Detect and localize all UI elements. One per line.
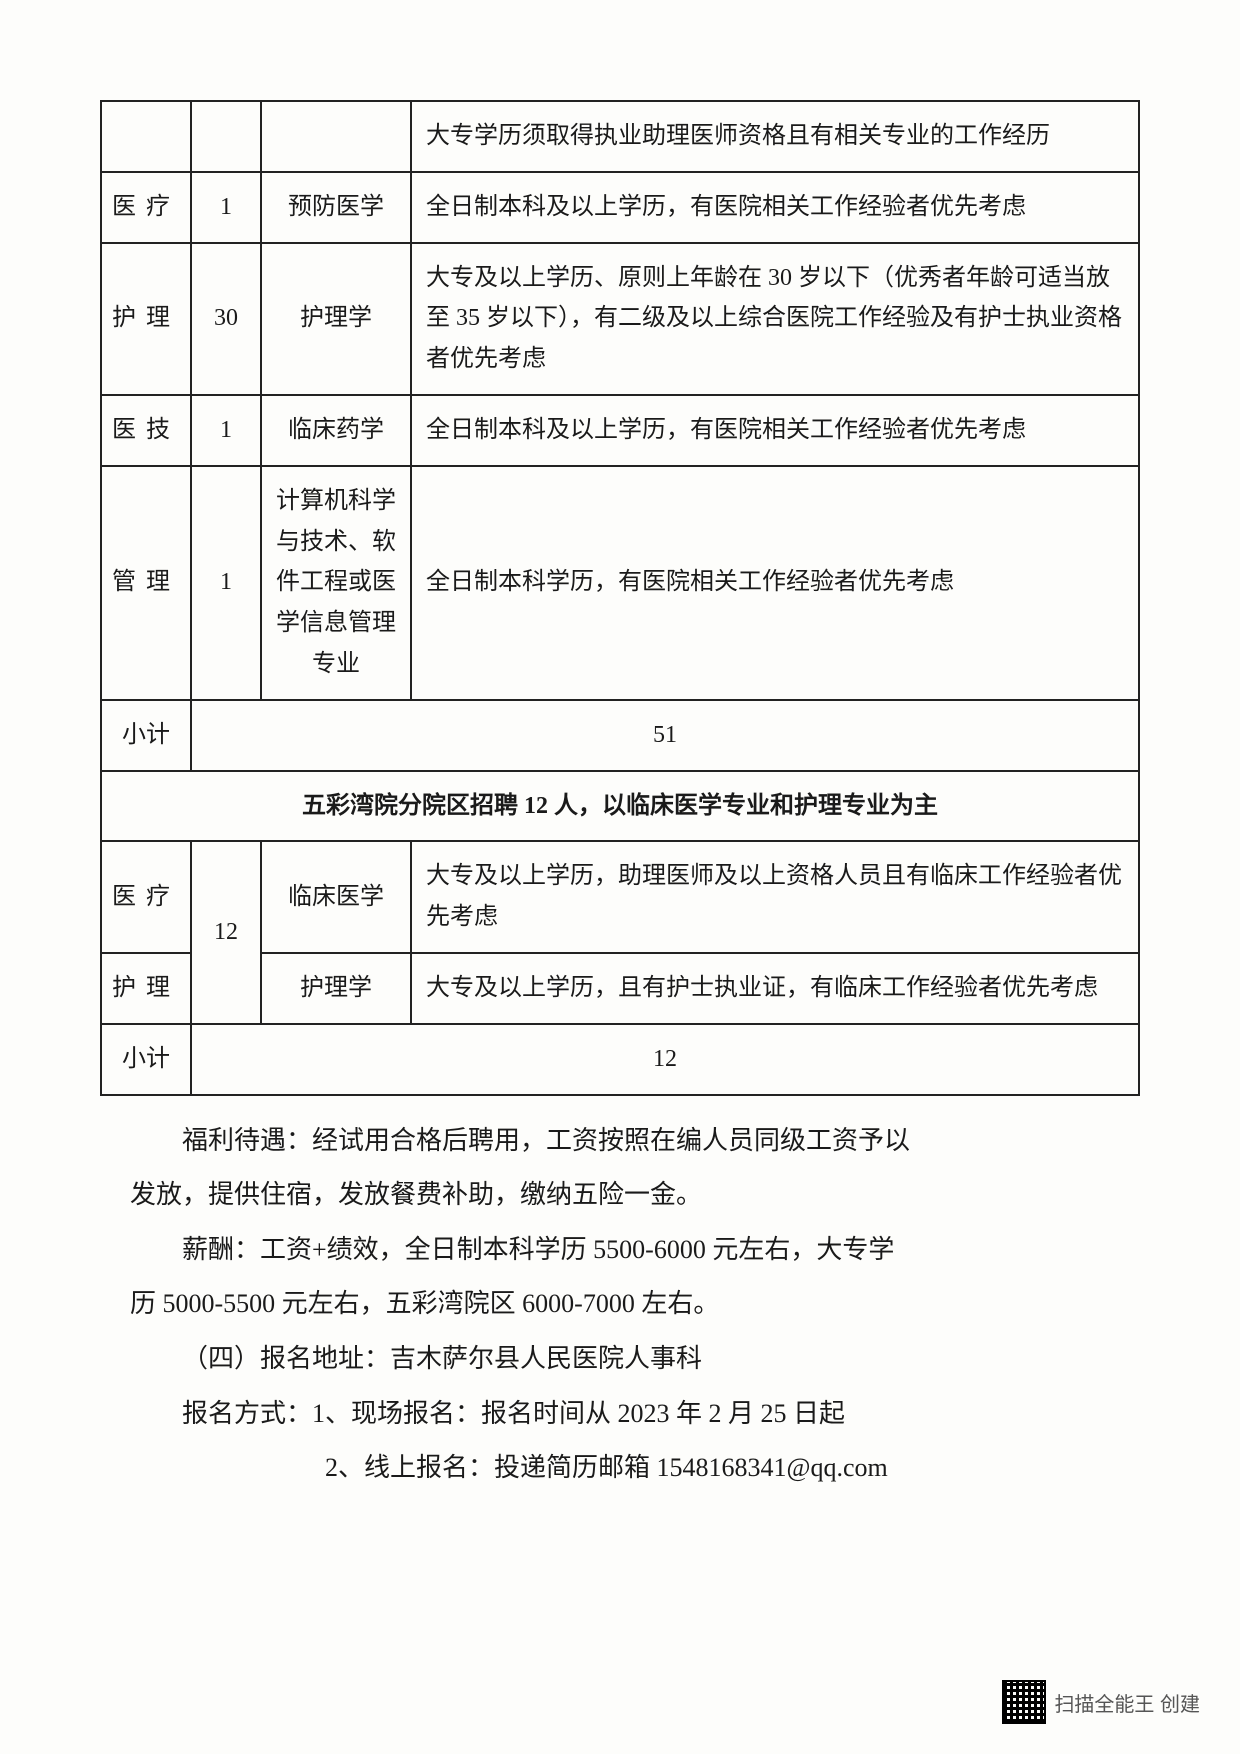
table-row: 管理 1 计算机科学与技术、软件工程或医学信息管理专业 全日制本科学历，有医院相…	[101, 466, 1139, 700]
body-text-block: 福利待遇：经试用合格后聘用，工资按照在编人员同级工资予以 发放，提供住宿，发放餐…	[100, 1114, 1140, 1496]
subtotal-value: 12	[191, 1024, 1139, 1095]
subtotal-label: 小计	[101, 700, 191, 771]
subtotal-row: 小计 51	[101, 700, 1139, 771]
cell-major: 计算机科学与技术、软件工程或医学信息管理专业	[261, 466, 411, 700]
subtotal-label: 小计	[101, 1024, 191, 1095]
page-container: 大专学历须取得执业助理医师资格且有相关专业的工作经历 医疗 1 预防医学 全日制…	[0, 0, 1240, 1496]
table-row: 医技 1 临床药学 全日制本科及以上学历，有医院相关工作经验者优先考虑	[101, 395, 1139, 466]
paragraph: 历 5000-5500 元左右，五彩湾院区 6000-7000 左右。	[130, 1277, 1110, 1332]
table-row: 大专学历须取得执业助理医师资格且有相关专业的工作经历	[101, 101, 1139, 172]
cell-count: 30	[191, 243, 261, 395]
scanner-watermark: 扫描全能王 创建	[1002, 1680, 1200, 1724]
cell-major: 预防医学	[261, 172, 411, 243]
paragraph: 薪酬：工资+绩效，全日制本科学历 5500-6000 元左右，大专学	[130, 1223, 1110, 1278]
cell-major: 临床医学	[261, 841, 411, 953]
paragraph: 福利待遇：经试用合格后聘用，工资按照在编人员同级工资予以	[130, 1114, 1110, 1169]
cell-count-merged: 12	[191, 841, 261, 1023]
cell-req: 全日制本科及以上学历，有医院相关工作经验者优先考虑	[411, 395, 1139, 466]
cell-major: 护理学	[261, 243, 411, 395]
table-row: 医疗 12 临床医学 大专及以上学历，助理医师及以上资格人员且有临床工作经验者优…	[101, 841, 1139, 953]
subtotal-value: 51	[191, 700, 1139, 771]
cell-count: 1	[191, 466, 261, 700]
cell-category: 护理	[101, 953, 191, 1024]
paragraph: 2、线上报名：投递简历邮箱 1548168341@qq.com	[130, 1441, 1110, 1496]
subtotal-row: 小计 12	[101, 1024, 1139, 1095]
section-header-row: 五彩湾院分院区招聘 12 人，以临床医学专业和护理专业为主	[101, 771, 1139, 842]
paragraph: （四）报名地址：吉木萨尔县人民医院人事科	[130, 1332, 1110, 1387]
cell-req: 大专及以上学历，且有护士执业证，有临床工作经验者优先考虑	[411, 953, 1139, 1024]
cell-count	[191, 101, 261, 172]
cell-category: 管理	[101, 466, 191, 700]
cell-major	[261, 101, 411, 172]
cell-req: 大专及以上学历、原则上年龄在 30 岁以下（优秀者年龄可适当放至 35 岁以下）…	[411, 243, 1139, 395]
cell-category: 医疗	[101, 841, 191, 953]
cell-category: 医疗	[101, 172, 191, 243]
cell-count: 1	[191, 395, 261, 466]
cell-req: 全日制本科及以上学历，有医院相关工作经验者优先考虑	[411, 172, 1139, 243]
cell-count: 1	[191, 172, 261, 243]
cell-req: 全日制本科学历，有医院相关工作经验者优先考虑	[411, 466, 1139, 700]
cell-req: 大专学历须取得执业助理医师资格且有相关专业的工作经历	[411, 101, 1139, 172]
cell-req: 大专及以上学历，助理医师及以上资格人员且有临床工作经验者优先考虑	[411, 841, 1139, 953]
cell-category: 护理	[101, 243, 191, 395]
section-header: 五彩湾院分院区招聘 12 人，以临床医学专业和护理专业为主	[101, 771, 1139, 842]
watermark-text: 扫描全能王 创建	[1054, 1688, 1200, 1717]
cell-major: 护理学	[261, 953, 411, 1024]
paragraph: 报名方式：1、现场报名：报名时间从 2023 年 2 月 25 日起	[130, 1387, 1110, 1442]
paragraph: 发放，提供住宿，发放餐费补助，缴纳五险一金。	[130, 1168, 1110, 1223]
qr-icon	[1002, 1680, 1046, 1724]
table-row: 医疗 1 预防医学 全日制本科及以上学历，有医院相关工作经验者优先考虑	[101, 172, 1139, 243]
cell-category: 医技	[101, 395, 191, 466]
cell-category	[101, 101, 191, 172]
cell-major: 临床药学	[261, 395, 411, 466]
table-row: 护理 30 护理学 大专及以上学历、原则上年龄在 30 岁以下（优秀者年龄可适当…	[101, 243, 1139, 395]
recruitment-table: 大专学历须取得执业助理医师资格且有相关专业的工作经历 医疗 1 预防医学 全日制…	[100, 100, 1140, 1096]
